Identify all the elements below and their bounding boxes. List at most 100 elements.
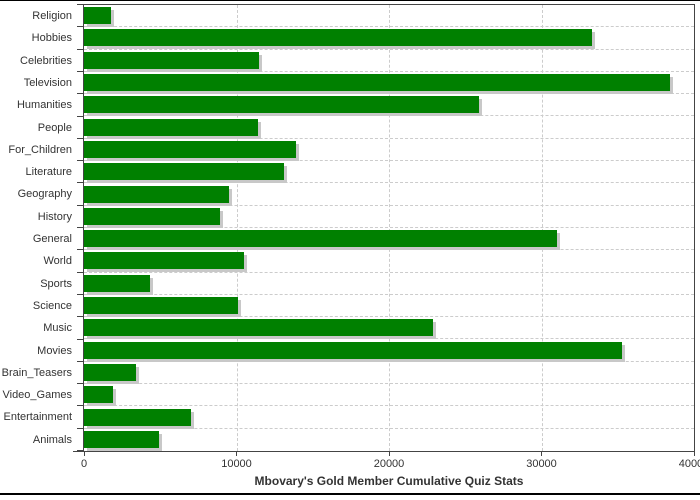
category-axis: Religion Hobbies Celebrities Television Huma… — [0, 5, 72, 451]
bar-movies — [84, 341, 623, 359]
chart-row — [84, 5, 694, 28]
y-tick — [77, 70, 83, 72]
y-tick — [77, 427, 83, 429]
category-label-movies: Movies — [37, 344, 72, 357]
chart-row — [84, 139, 694, 162]
y-tick — [77, 249, 83, 251]
y-tick — [77, 4, 83, 5]
gridline-vertical — [236, 5, 238, 451]
y-tick — [77, 316, 83, 318]
category-label-humanities: Humanities — [16, 99, 72, 112]
x-tick — [236, 452, 237, 456]
x-tick — [693, 452, 695, 456]
bar-literature — [84, 163, 284, 181]
y-tick — [77, 383, 83, 385]
chart-title: Mbovary's Gold Member Cumulative Quiz St… — [254, 474, 524, 488]
y-tick — [77, 160, 83, 162]
y-tick — [77, 227, 83, 228]
y-tick — [77, 93, 83, 95]
bar-history — [84, 207, 220, 225]
category-label-geography: Geography — [17, 188, 72, 201]
y-tick — [77, 293, 83, 295]
y-tick — [77, 48, 83, 50]
category-label-history: History — [37, 210, 72, 223]
category-label-entertainment: Entertainment — [3, 411, 72, 424]
category-label-literature: Literature — [25, 166, 72, 179]
bar-video_games — [84, 386, 113, 404]
bar-world — [84, 252, 245, 270]
chart-row — [84, 27, 694, 50]
y-tick — [77, 405, 83, 407]
chart-row — [84, 161, 694, 184]
category-label-religion: Religion — [32, 10, 72, 22]
x-tick — [541, 452, 542, 456]
chart-row — [84, 273, 694, 295]
chart-row — [84, 429, 694, 451]
bar-general — [84, 230, 557, 248]
category-label-general: General — [32, 233, 72, 245]
bar-sports — [84, 274, 150, 292]
category-label-science: Science — [32, 299, 72, 312]
y-tick — [77, 26, 83, 28]
bar-television — [84, 74, 670, 92]
category-label-for_children: For_Children — [8, 143, 72, 156]
y-tick — [77, 137, 83, 139]
y-tick — [77, 115, 83, 117]
x-axis-line — [73, 451, 84, 452]
y-tick — [77, 338, 83, 340]
chart-row — [84, 72, 694, 95]
chart-row — [84, 206, 694, 228]
chart-row — [84, 295, 694, 318]
bar-entertainment — [84, 408, 191, 426]
x-tick-label: 10000 — [221, 458, 252, 470]
chart-row — [84, 94, 694, 117]
chart-row — [84, 406, 694, 429]
bar-for_children — [84, 140, 296, 158]
category-label-television: Television — [23, 76, 72, 89]
chart-row — [84, 317, 694, 340]
chart-row — [84, 339, 694, 362]
chart-row — [84, 362, 694, 385]
bar-celebrities — [84, 51, 260, 69]
category-label-sports: Sports — [40, 277, 72, 290]
bar-geography — [84, 185, 229, 203]
chart-row — [84, 183, 694, 206]
bar-religion — [84, 7, 112, 25]
y-tick — [77, 360, 83, 362]
category-label-brain_teasers: Brain_Teasers — [1, 366, 72, 379]
gridline-vertical — [389, 5, 390, 451]
category-label-celebrities: Celebrities — [20, 54, 72, 67]
x-tick-label: 0 — [80, 458, 88, 470]
bar-music — [84, 319, 434, 337]
bar-humanities — [84, 96, 479, 114]
y-tick — [77, 271, 83, 273]
plot-area — [83, 4, 695, 452]
chart-row — [84, 384, 694, 407]
window-border-top — [0, 0, 700, 1]
category-label-video_games: Video_Games — [2, 389, 72, 402]
x-tick-label: 40000 — [678, 458, 700, 470]
category-label-hobbies: Hobbies — [31, 32, 72, 45]
chart-row — [84, 116, 694, 139]
x-tick-label: 20000 — [373, 458, 405, 470]
bar-hobbies — [84, 29, 592, 47]
x-tick — [388, 452, 390, 456]
category-label-music: Music — [43, 322, 72, 335]
y-tick — [77, 182, 83, 184]
y-tick — [77, 204, 83, 206]
x-tick-label: 30000 — [526, 458, 557, 470]
x-tick — [83, 452, 85, 456]
chart-row — [84, 50, 694, 72]
category-label-world: World — [43, 255, 72, 268]
bar-science — [84, 297, 239, 315]
chart-row — [84, 228, 694, 251]
y-tick — [77, 450, 83, 451]
bar-people — [84, 118, 258, 136]
gridline-vertical — [541, 5, 543, 451]
bar-brain_teasers — [84, 363, 136, 381]
category-label-people: People — [37, 121, 72, 134]
category-label-animals: Animals — [32, 433, 72, 446]
bar-animals — [84, 430, 159, 448]
window-border-bottom — [0, 493, 700, 495]
